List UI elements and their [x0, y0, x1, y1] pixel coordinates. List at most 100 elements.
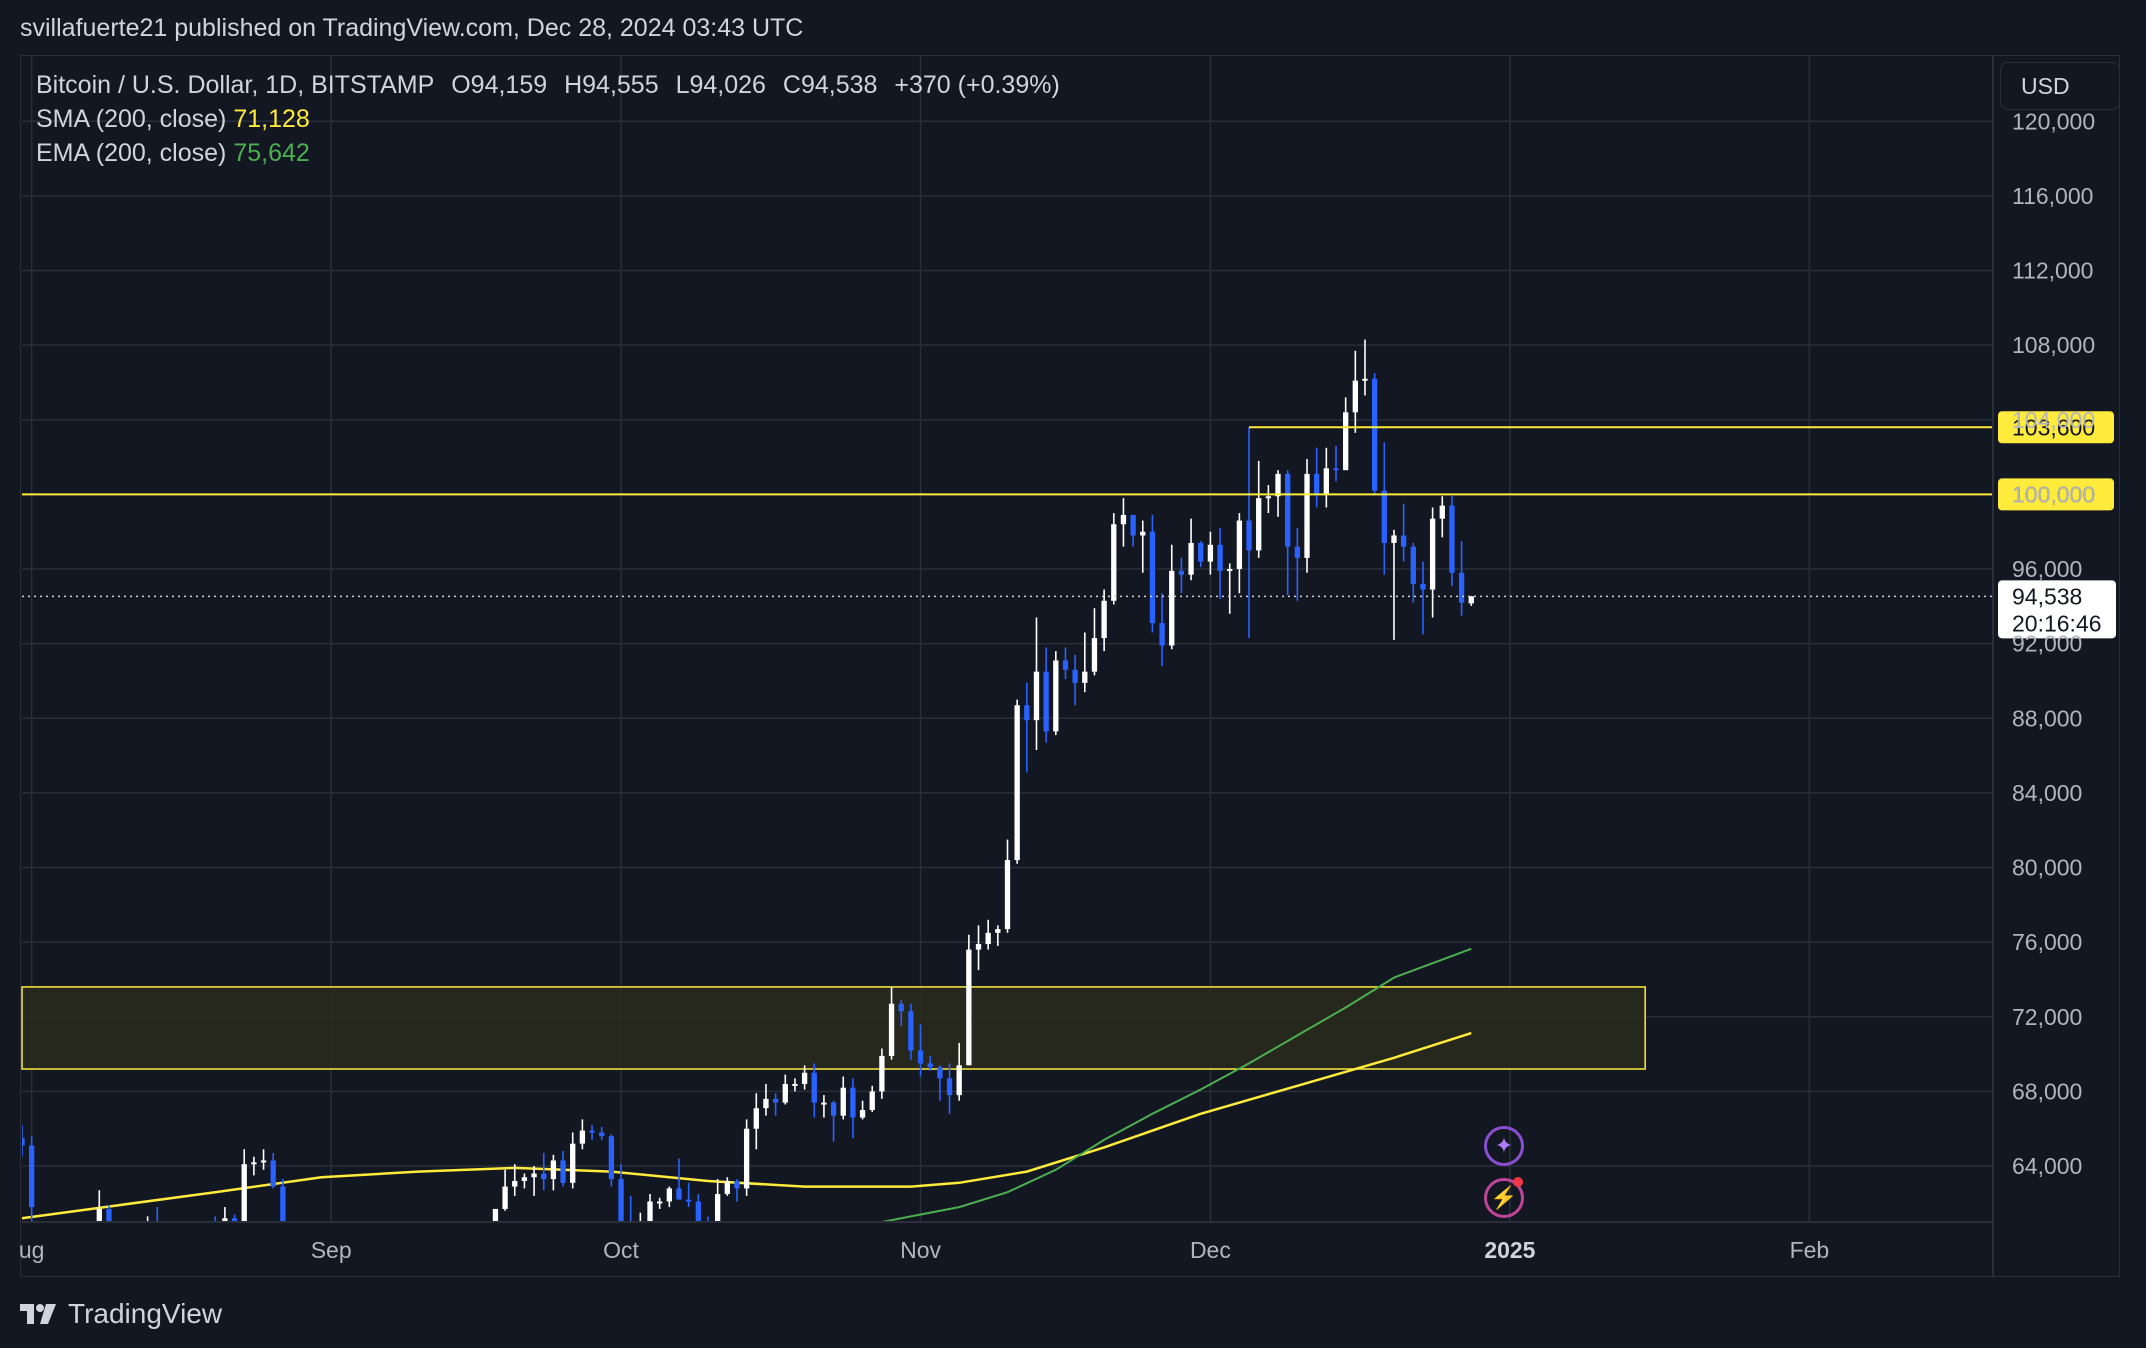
- candle-body: [29, 1145, 35, 1208]
- price-tick-label: 108,000: [2012, 332, 2095, 358]
- price-tick-label: 76,000: [2012, 929, 2082, 955]
- candle-body: [695, 1201, 701, 1222]
- candle-body: [1333, 468, 1339, 471]
- candle-body: [492, 1208, 499, 1222]
- candle-body: [1091, 638, 1098, 672]
- chart-frame: [20, 55, 2120, 1277]
- ema-line: [881, 947, 1472, 1223]
- candle-body: [1130, 514, 1136, 536]
- candle-body: [1101, 600, 1107, 639]
- candle-body: [705, 1229, 710, 1236]
- candle-body: [1111, 524, 1117, 601]
- currency-button[interactable]: USD: [2000, 62, 2120, 110]
- candle-body: [270, 1160, 276, 1187]
- candle-body: [1420, 583, 1426, 590]
- candle-body: [589, 1130, 595, 1133]
- candle-body: [859, 1110, 866, 1118]
- candle-body: [1062, 660, 1069, 670]
- candle-body: [898, 1003, 904, 1012]
- candle-body: [1188, 542, 1194, 575]
- candle-body: [792, 1083, 798, 1086]
- date-tick-label: Feb: [1790, 1237, 1830, 1263]
- candle-body: [1149, 531, 1156, 624]
- notification-dot: [1513, 1177, 1523, 1187]
- candle-body: [1391, 535, 1397, 543]
- candle-body: [618, 1179, 624, 1222]
- chart-legend: Bitcoin / U.S. Dollar, 1D, BITSTAMP O94,…: [36, 68, 1070, 170]
- price-tick-label: 72,000: [2012, 1004, 2082, 1030]
- date-tick-label: Nov: [900, 1237, 941, 1263]
- price-tick-label: 104,000: [2012, 407, 2095, 433]
- candle-body: [260, 1160, 267, 1163]
- countdown-label: 20:16:46: [2012, 610, 2102, 636]
- candle-body: [1178, 570, 1185, 575]
- price-tick-label: 92,000: [2012, 631, 2082, 657]
- price-tick-label: 112,000: [2012, 258, 2093, 284]
- ema-label: EMA (200, close): [36, 139, 227, 167]
- candle-body: [502, 1186, 508, 1209]
- high-value: H94,555: [564, 71, 659, 99]
- candle-body: [1381, 490, 1387, 543]
- candle-body: [628, 1226, 633, 1230]
- price-tick-label: 80,000: [2012, 855, 2082, 881]
- tradingview-footer[interactable]: TradingView: [20, 1296, 222, 1332]
- candle-body: [956, 1065, 962, 1096]
- candle-body: [1256, 498, 1262, 551]
- candle-body: [1323, 468, 1329, 495]
- candle-body: [772, 1098, 779, 1103]
- candle-body: [106, 1208, 112, 1222]
- price-tick-label: 88,000: [2012, 705, 2082, 731]
- candle-body: [1400, 535, 1407, 547]
- price-tick-label: 116,000: [2012, 183, 2093, 209]
- candle-body: [985, 932, 991, 945]
- candle-body: [560, 1160, 566, 1183]
- candle-body: [1439, 505, 1445, 519]
- sparkle-icon[interactable]: ✦: [1484, 1126, 1524, 1166]
- ema-row[interactable]: EMA (200, close) 75,642: [36, 136, 1070, 170]
- level-tag: [1998, 478, 2114, 511]
- candles: [22, 339, 1474, 1265]
- candle-body: [666, 1188, 672, 1202]
- candle-body: [1294, 546, 1301, 558]
- candle-body: [1362, 378, 1368, 381]
- price-tick-label: 100,000: [2012, 481, 2095, 507]
- candle-body: [570, 1143, 576, 1183]
- candle-body: [608, 1136, 615, 1180]
- price-tick-label: 84,000: [2012, 780, 2082, 806]
- level-tag: [1998, 411, 2114, 444]
- symbol-name[interactable]: Bitcoin / U.S. Dollar, 1D, BITSTAMP: [36, 71, 435, 99]
- close-value: C94,538: [782, 71, 878, 99]
- ema-value: 75,642: [233, 139, 310, 167]
- level-tag-label: 100,000: [2012, 481, 2095, 507]
- candle-body: [222, 1218, 228, 1222]
- candle-body: [917, 1050, 924, 1064]
- zone-rect: [21, 986, 1646, 1070]
- support-zone: [21, 986, 1646, 1070]
- candle-body: [647, 1201, 653, 1222]
- candle-body: [512, 1180, 518, 1187]
- brand-name: TradingView: [68, 1298, 223, 1329]
- lightning-icon[interactable]: ⚡: [1484, 1178, 1524, 1218]
- candle-body: [1004, 860, 1011, 930]
- candle-body: [686, 1199, 692, 1202]
- date-tick-label: Dec: [1190, 1237, 1231, 1263]
- candle-body: [1275, 473, 1281, 497]
- candle-body: [830, 1102, 837, 1116]
- candle-body: [579, 1130, 586, 1144]
- publisher-header: svillafuerte21 published on TradingView.…: [20, 14, 804, 42]
- sma-value: 71,128: [233, 105, 310, 133]
- candle-body: [1169, 570, 1175, 646]
- sma-row[interactable]: SMA (200, close) 71,128: [36, 102, 1070, 136]
- candle-body: [145, 1229, 150, 1251]
- candle-body: [550, 1160, 557, 1180]
- candle-body: [1207, 544, 1214, 562]
- candle-body: [1082, 671, 1088, 683]
- candle-body: [879, 1055, 885, 1092]
- candle-body: [1285, 473, 1291, 547]
- candle-body: [135, 1252, 140, 1265]
- open-value: O94,159: [451, 71, 548, 99]
- candle-body: [850, 1087, 856, 1118]
- candle-body: [521, 1177, 528, 1181]
